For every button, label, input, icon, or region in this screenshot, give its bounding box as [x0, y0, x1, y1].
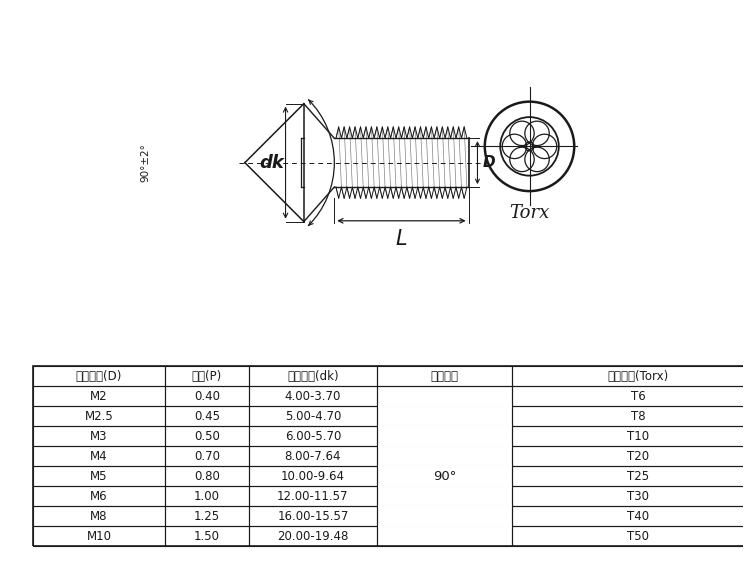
Text: D: D [482, 155, 495, 170]
Text: M10: M10 [86, 530, 112, 543]
Text: T10: T10 [627, 430, 650, 443]
Text: 20.00-19.48: 20.00-19.48 [278, 530, 349, 543]
Bar [249, 406, 376, 426]
Text: 牛距(P): 牛距(P) [192, 370, 222, 383]
Bar [376, 367, 512, 386]
Text: 0.40: 0.40 [194, 390, 220, 403]
Bar [33, 486, 165, 506]
Text: 腔纹外径(D): 腔纹外径(D) [76, 370, 122, 383]
Text: M8: M8 [90, 510, 108, 522]
Bar [33, 466, 165, 486]
Bar [512, 526, 750, 546]
Bar [249, 367, 376, 386]
Bar [512, 367, 750, 386]
Text: 5.00-4.70: 5.00-4.70 [285, 410, 341, 423]
Text: 0.80: 0.80 [194, 470, 220, 482]
Text: 16.00-15.57: 16.00-15.57 [278, 510, 349, 522]
Bar [33, 526, 165, 546]
Text: 90°±2°: 90°±2° [140, 143, 150, 182]
Text: M6: M6 [90, 490, 108, 503]
Text: T6: T6 [631, 390, 646, 403]
Bar [33, 426, 165, 446]
Bar [33, 506, 165, 526]
Text: dk: dk [259, 154, 284, 172]
Text: M2.5: M2.5 [85, 410, 113, 423]
Text: 6.00-5.70: 6.00-5.70 [285, 430, 341, 443]
Bar [249, 446, 376, 466]
Text: Torx: Torx [509, 204, 550, 222]
Bar [33, 446, 165, 466]
Text: 10.00-9.64: 10.00-9.64 [281, 470, 345, 482]
Bar [33, 406, 165, 426]
Bar [512, 426, 750, 446]
Text: 8.00-7.64: 8.00-7.64 [285, 450, 341, 463]
Bar [512, 486, 750, 506]
Bar [249, 526, 376, 546]
Bar [165, 386, 249, 406]
Bar [376, 506, 512, 526]
Text: 1.25: 1.25 [194, 510, 220, 522]
Bar [165, 486, 249, 506]
Text: 头部夹角: 头部夹角 [430, 370, 458, 383]
Text: 0.70: 0.70 [194, 450, 220, 463]
Text: 头部直径(dk): 头部直径(dk) [287, 370, 339, 383]
Bar [376, 526, 512, 546]
Bar [165, 466, 249, 486]
Text: M5: M5 [90, 470, 108, 482]
Text: 0.45: 0.45 [194, 410, 220, 423]
Text: 0.50: 0.50 [194, 430, 220, 443]
Text: 1.50: 1.50 [194, 530, 220, 543]
Bar [376, 406, 512, 426]
Bar [165, 526, 249, 546]
Bar [512, 506, 750, 526]
Text: T30: T30 [627, 490, 650, 503]
Bar [165, 406, 249, 426]
Bar [512, 386, 750, 406]
Text: T25: T25 [627, 470, 650, 482]
Bar [376, 386, 512, 406]
Bar [33, 386, 165, 406]
Bar [249, 506, 376, 526]
Bar [33, 367, 165, 386]
Text: T20: T20 [627, 450, 650, 463]
Text: M3: M3 [90, 430, 108, 443]
Text: M4: M4 [90, 450, 108, 463]
Text: 12.00-11.57: 12.00-11.57 [278, 490, 349, 503]
Bar [376, 426, 512, 446]
Text: T40: T40 [627, 510, 650, 522]
Bar [165, 506, 249, 526]
Text: T8: T8 [631, 410, 646, 423]
Bar [165, 446, 249, 466]
Bar [512, 406, 750, 426]
Text: 4.00-3.70: 4.00-3.70 [285, 390, 341, 403]
Text: 梅花槽号(Torx): 梅花槽号(Torx) [608, 370, 669, 383]
Bar [165, 367, 249, 386]
Bar [249, 426, 376, 446]
Bar [249, 486, 376, 506]
Bar [249, 386, 376, 406]
Bar [512, 466, 750, 486]
Text: L: L [395, 229, 407, 249]
Bar [376, 446, 512, 466]
Text: M2: M2 [90, 390, 108, 403]
Bar [249, 466, 376, 486]
Bar [376, 486, 512, 506]
Text: 90°: 90° [433, 470, 456, 482]
Bar [165, 426, 249, 446]
Text: 1.00: 1.00 [194, 490, 220, 503]
Bar [376, 466, 512, 486]
Text: T50: T50 [627, 530, 650, 543]
Bar [512, 446, 750, 466]
